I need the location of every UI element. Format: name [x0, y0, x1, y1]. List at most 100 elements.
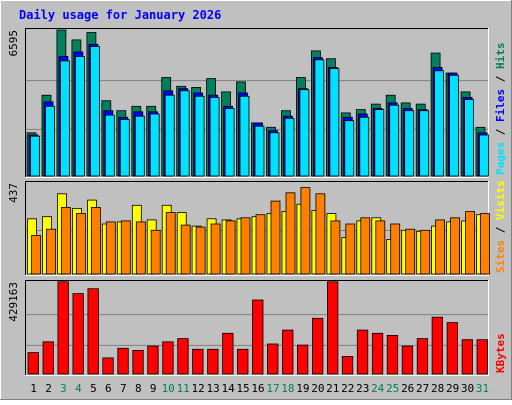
sites-bar [405, 228, 416, 275]
day-label: 1 [30, 382, 37, 395]
kbytes-bar [296, 344, 309, 375]
day-label: 8 [135, 382, 142, 395]
day-label: 18 [281, 382, 294, 395]
pages-bar [389, 104, 400, 177]
sites-bar [61, 206, 71, 275]
pages-bar [284, 118, 295, 177]
sites-bar [480, 213, 490, 275]
kbytes-bar [207, 348, 219, 375]
sites-bar [360, 217, 371, 275]
pages-bar [359, 116, 370, 177]
day-label: 21 [326, 382, 339, 395]
sites-bar [91, 206, 101, 275]
pages-bar [449, 74, 460, 177]
sites-bar [135, 221, 146, 275]
day-label: 5 [90, 382, 97, 395]
day-label: 2 [45, 382, 52, 395]
day-label: 17 [266, 382, 279, 395]
sites-bar [330, 220, 341, 275]
kbytes-bar [341, 355, 354, 375]
pages-bar [239, 95, 250, 177]
pages-bar [479, 134, 489, 177]
sites-bar [435, 219, 446, 275]
pages-bar [60, 60, 70, 177]
day-label: 16 [251, 382, 264, 395]
pages-bar [464, 99, 475, 177]
pages-bar [134, 115, 145, 177]
kbytes-bar [326, 281, 339, 375]
kbytes-bar [57, 281, 69, 375]
day-label: 19 [296, 382, 309, 395]
kbytes-bar [117, 347, 129, 375]
kbytes-bar [356, 329, 369, 375]
pages-bar [179, 90, 190, 177]
day-label: 25 [386, 382, 399, 395]
kbytes-bar [177, 338, 189, 375]
sites-bar [195, 226, 206, 275]
visits-legend: Sites / Visits [494, 180, 507, 273]
sites-bar [345, 223, 356, 275]
day-label: 26 [401, 382, 414, 395]
visits-legend-sites: Sites [494, 240, 507, 273]
kbytes-bar [416, 338, 429, 375]
sites-bar [390, 223, 401, 275]
sites-bar [255, 214, 266, 275]
sites-bar [165, 212, 176, 275]
kbytes-bar [267, 343, 279, 375]
sites-bar [300, 187, 311, 275]
sites-bar [450, 217, 461, 275]
kbytes-bar [282, 329, 294, 375]
sites-bar [105, 221, 116, 275]
pages-bar [314, 59, 325, 177]
kbytes-bar [461, 339, 474, 375]
pages-bar [45, 105, 55, 177]
day-label: 28 [431, 382, 444, 395]
pages-bar [299, 89, 310, 177]
kbytes-bar [252, 299, 264, 375]
pages-bar [194, 95, 205, 177]
kbytes-bar [446, 322, 459, 375]
day-label: 23 [356, 382, 369, 395]
hits-legend-separator: / [494, 69, 507, 89]
kbytes-bar [132, 349, 144, 375]
kbytes-bar [42, 341, 54, 375]
pages-bar [75, 56, 85, 177]
kbytes-bar [147, 345, 159, 375]
kbytes-bar [371, 332, 384, 375]
sites-bar [120, 220, 131, 275]
pages-bar [329, 68, 340, 177]
sites-bar [285, 192, 296, 275]
kbytes-bar [237, 348, 249, 375]
kbytes-legend-kbytes: KBytes [494, 333, 507, 373]
hits-legend-pages: Pages [494, 142, 507, 175]
pages-bar [90, 46, 100, 177]
kbytes-bar [27, 352, 39, 375]
pages-bar [419, 110, 430, 177]
day-label: 14 [221, 382, 235, 395]
sites-bar [270, 200, 281, 275]
pages-bar [149, 113, 160, 177]
day-label: 20 [311, 382, 324, 395]
sites-bar [240, 217, 251, 275]
visits-legend-visits: Visits [494, 180, 507, 220]
visits-legend-separator: / [494, 220, 507, 240]
pages-bar [224, 108, 235, 177]
day-label: 15 [236, 382, 249, 395]
hits-legend-hits: Hits [494, 43, 507, 70]
pages-bar [104, 114, 115, 177]
kbytes-bar [162, 341, 174, 375]
pages-bar [164, 94, 175, 177]
pages-bar [119, 119, 130, 177]
kbytes-bar [476, 339, 488, 375]
pages-bar [344, 120, 355, 177]
day-label: 29 [446, 382, 459, 395]
day-label: 3 [60, 382, 67, 395]
pages-bar [374, 109, 385, 177]
day-label: 9 [150, 382, 157, 395]
day-label: 7 [120, 382, 127, 395]
pages-bar [254, 125, 265, 177]
day-label: 22 [341, 382, 354, 395]
sites-bar [465, 211, 476, 275]
